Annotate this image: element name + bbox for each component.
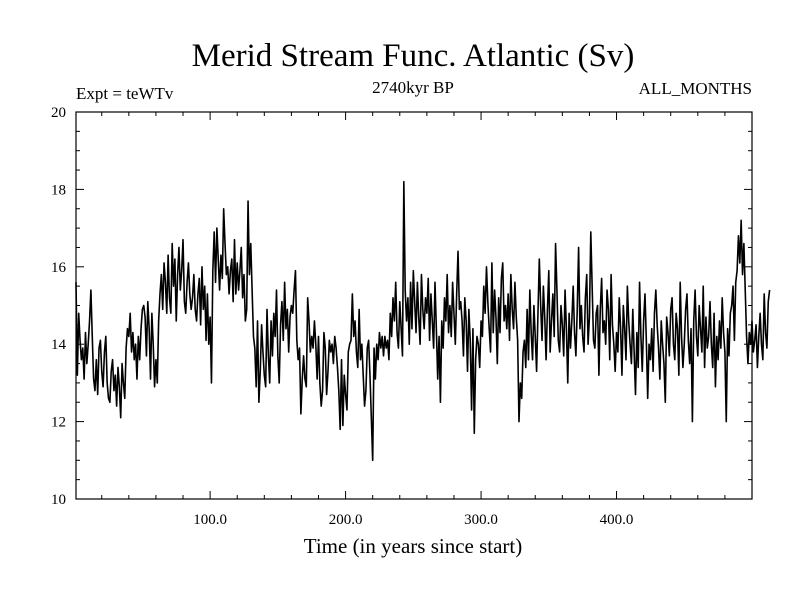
plot-area: [75, 111, 771, 500]
y-axis: 10 12 14 16 18 20: [51, 105, 752, 508]
experiment-label: Expt = teWTv: [76, 84, 174, 103]
x-tick-label: 300.0: [464, 512, 498, 528]
x-tick-label: 400.0: [600, 512, 634, 528]
y-tick-label: 16: [51, 260, 67, 276]
y-tick-label: 12: [51, 415, 66, 431]
x-axis-label: Time (in years since start): [304, 534, 523, 558]
y-tick-label: 20: [51, 105, 66, 121]
y-tick-label: 14: [51, 337, 67, 353]
y-tick-label: 10: [51, 492, 66, 508]
time-period-label: 2740kyr BP: [372, 78, 454, 97]
data-line: [75, 180, 771, 462]
x-tick-label: 100.0: [193, 512, 227, 528]
x-tick-label: 200.0: [329, 512, 363, 528]
months-label: ALL_MONTHS: [639, 79, 752, 98]
y-tick-label: 18: [51, 182, 66, 198]
chart-title: Merid Stream Func. Atlantic (Sv): [192, 38, 635, 74]
x-axis: 100.0 200.0 300.0 400.0: [101, 112, 726, 528]
